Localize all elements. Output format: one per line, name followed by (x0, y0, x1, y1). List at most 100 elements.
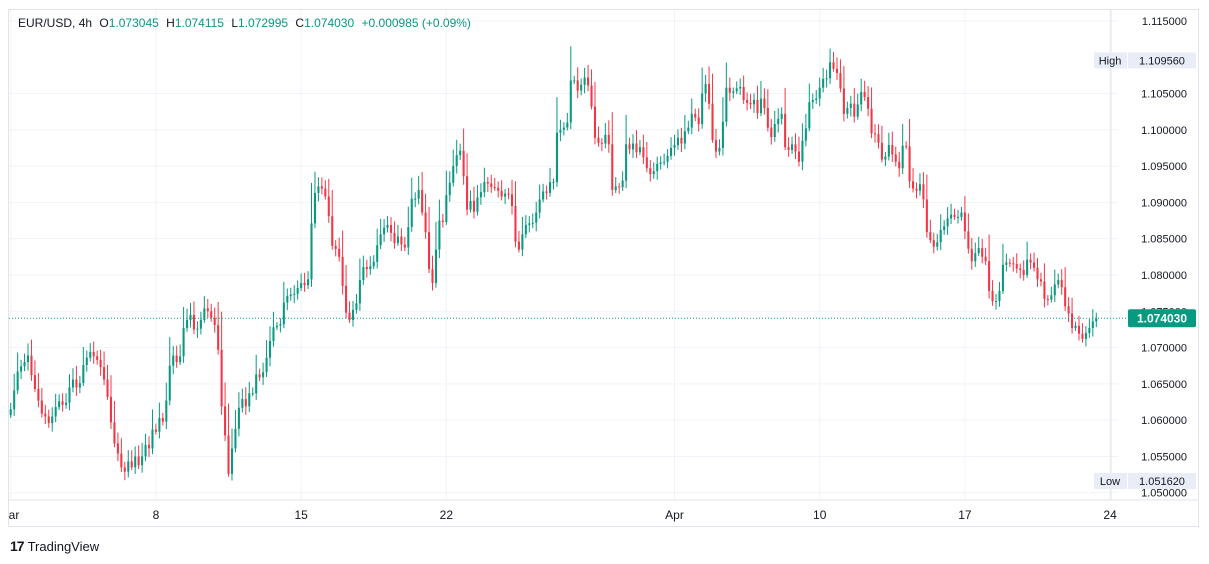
candle-body (476, 197, 479, 212)
candle-body (345, 285, 348, 313)
y-tick-label: 1.090000 (1141, 197, 1187, 209)
candle-body (752, 100, 756, 105)
candle-body (389, 224, 393, 233)
y-tick-label: 1.085000 (1141, 234, 1187, 246)
chart-grid (9, 10, 1198, 501)
candle-body (670, 147, 673, 156)
y-tick-label: 1.070000 (1141, 343, 1187, 355)
candle-body (168, 365, 171, 401)
candle-body (853, 103, 856, 117)
candle-body (1088, 327, 1091, 334)
candle-body (770, 127, 773, 138)
candle-body (863, 92, 866, 98)
candle-body (1050, 295, 1053, 300)
candle-body (663, 161, 666, 163)
candle-body (801, 140, 804, 162)
candle-body (1033, 262, 1036, 268)
candle-body (310, 223, 313, 280)
candle-body (30, 355, 33, 376)
candle-body (1071, 313, 1074, 328)
candle-body (1005, 262, 1008, 265)
candle-body (206, 308, 209, 312)
candle-body (189, 314, 192, 320)
candle-body (275, 325, 278, 328)
candle-body (877, 134, 880, 143)
candle-body (936, 242, 939, 247)
candle-body (939, 229, 942, 243)
candle-body (697, 117, 700, 124)
candle-body (746, 100, 749, 103)
candle-body (504, 193, 507, 197)
candle-body (739, 86, 742, 89)
candle-body (590, 85, 593, 107)
candle-body (424, 212, 427, 233)
candle-body (517, 241, 520, 250)
candle-body (583, 77, 586, 85)
candle-body (791, 144, 794, 151)
candle-body (956, 216, 960, 218)
close-value: 1.074030 (304, 16, 355, 30)
candle-body (725, 87, 728, 122)
candle-body (687, 127, 690, 132)
high-tag-bg (1094, 52, 1127, 69)
candle-body (265, 357, 268, 373)
candle-body (645, 157, 648, 169)
candle-body (96, 356, 99, 360)
candle-body (732, 91, 735, 93)
candle-body (71, 379, 74, 388)
candle-body (213, 317, 216, 326)
candle-body (856, 104, 859, 117)
candle-body (1008, 262, 1011, 264)
candle-body (766, 108, 769, 128)
candle-body (462, 150, 465, 177)
candle-body (891, 145, 894, 155)
candle-body (89, 351, 92, 358)
high-label: H (166, 16, 175, 30)
candle-body (1060, 280, 1063, 288)
candle-body (26, 355, 30, 363)
candle-body (393, 232, 396, 244)
candle-body (78, 383, 81, 388)
candle-body (535, 212, 538, 223)
candle-body (40, 400, 43, 414)
candle-body (403, 244, 406, 248)
candle-body (1043, 281, 1046, 299)
candle-body (407, 227, 410, 248)
candle-body (448, 182, 451, 196)
candle-body (421, 190, 424, 213)
candle-body (227, 435, 230, 474)
candle-body (500, 190, 503, 197)
candle-body (780, 113, 783, 119)
candle-body (600, 142, 603, 144)
candle-body (559, 129, 562, 133)
candle-body (721, 121, 724, 148)
candle-body (1095, 318, 1098, 322)
candle-body (109, 396, 113, 423)
y-tick-label: 1.080000 (1141, 270, 1187, 282)
candle-body (898, 161, 901, 169)
candle-body (85, 357, 88, 365)
candle-body (1022, 269, 1025, 275)
candle-body (991, 290, 994, 302)
brand-footer[interactable]: 17 TradingView (10, 538, 99, 554)
candle-body (811, 100, 814, 103)
candle-body (196, 328, 199, 330)
high-value-bg (1128, 52, 1196, 69)
candle-body (493, 187, 496, 189)
candle-body (459, 150, 462, 156)
candle-body (20, 366, 23, 372)
candle-body (230, 448, 234, 474)
candle-body (158, 417, 161, 432)
candle-body (787, 147, 790, 151)
candle-body (873, 133, 877, 135)
candle-body (912, 181, 915, 189)
candle-body (607, 134, 610, 145)
candle-body (99, 359, 102, 368)
candle-body (970, 248, 973, 262)
candle-body (905, 145, 908, 147)
candle-body (182, 327, 185, 357)
candle-body (545, 191, 548, 193)
time-axis: ar81522Apr101724May8152229 (9, 508, 1117, 522)
candle-body (576, 80, 579, 91)
